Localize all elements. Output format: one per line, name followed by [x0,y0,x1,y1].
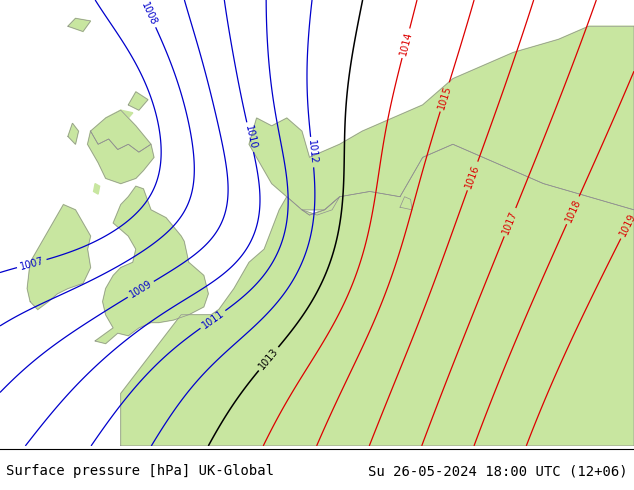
Text: 1013: 1013 [257,346,280,371]
Polygon shape [400,196,412,210]
Text: 1014: 1014 [398,30,414,56]
Text: 1019: 1019 [618,212,634,238]
Text: 1018: 1018 [564,197,583,223]
Text: 1015: 1015 [436,84,453,110]
Polygon shape [106,110,133,123]
Polygon shape [87,131,154,184]
Polygon shape [302,196,340,215]
Text: 1008: 1008 [139,0,159,26]
Text: Su 26-05-2024 18:00 UTC (12+06): Su 26-05-2024 18:00 UTC (12+06) [368,465,628,478]
Text: 1007: 1007 [18,256,45,271]
Polygon shape [249,26,634,210]
Polygon shape [95,186,209,343]
Text: 1012: 1012 [306,139,318,165]
Polygon shape [128,92,148,110]
Polygon shape [68,123,79,144]
Text: 1017: 1017 [501,209,519,236]
Text: 1016: 1016 [463,163,481,189]
Text: 1009: 1009 [127,279,154,300]
Text: Surface pressure [hPa] UK-Global: Surface pressure [hPa] UK-Global [6,465,275,478]
Polygon shape [94,184,100,194]
Text: 1010: 1010 [243,124,258,150]
Polygon shape [68,18,91,31]
Polygon shape [120,144,634,446]
Polygon shape [27,205,91,310]
Polygon shape [91,110,151,152]
Text: 1011: 1011 [200,308,226,331]
